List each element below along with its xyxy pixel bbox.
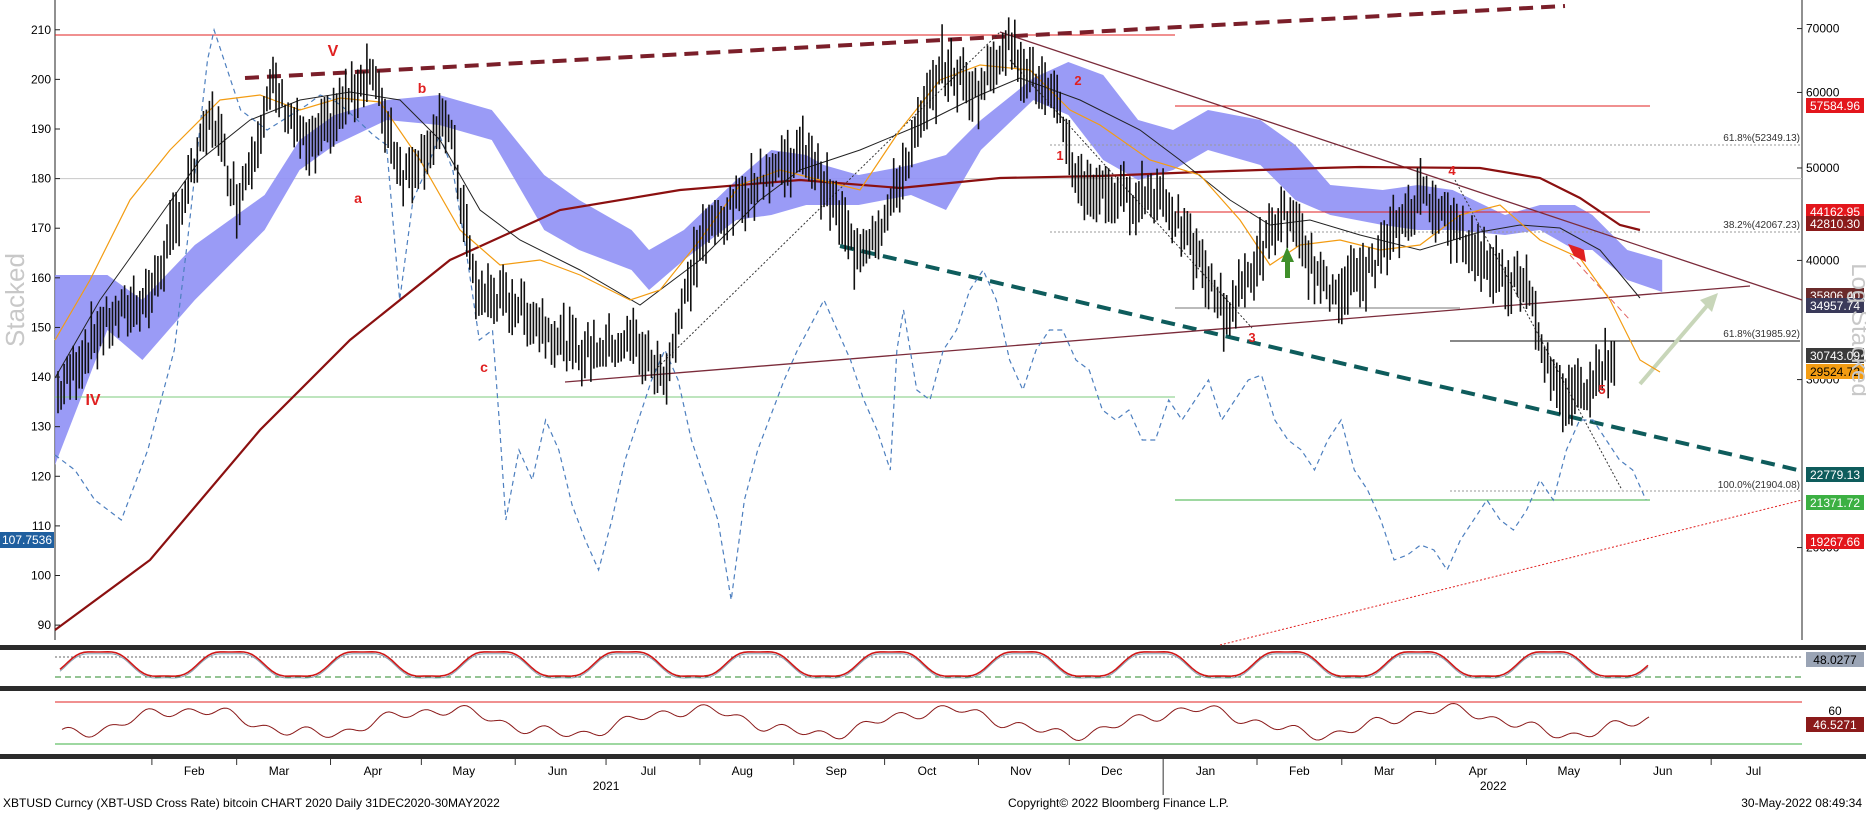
ichimoku-cloud xyxy=(55,62,1663,465)
oscillator-main xyxy=(59,650,1649,678)
green-up-arrow xyxy=(1281,247,1294,278)
right-tick-label: 50000 xyxy=(1806,161,1840,175)
price-tag-label: 34957.74 xyxy=(1810,299,1860,313)
month-label: May xyxy=(452,764,475,778)
price-tag xyxy=(1806,298,1864,313)
left-tick-label: 140 xyxy=(31,370,51,384)
month-label: Mar xyxy=(269,764,290,778)
fib-label: 61.8%(31985.92) xyxy=(1723,329,1800,340)
wave-label: a xyxy=(354,190,362,206)
timestamp: 30-May-2022 08:49:34 xyxy=(1741,796,1862,810)
wedge-lower-line xyxy=(564,285,1751,383)
lower-dashed-trend xyxy=(839,244,1803,473)
panel-tag-label: 48.0277 xyxy=(1813,653,1857,667)
left-tick-label: 190 xyxy=(31,122,51,136)
price-tag xyxy=(1806,98,1864,113)
month-label: May xyxy=(1558,764,1581,778)
fib-label: 100.0%(21904.08) xyxy=(1718,480,1800,491)
month-label: Mar xyxy=(1374,764,1395,778)
chart-title: XBTUSD Curncy (XBT-USD Cross Rate) bitco… xyxy=(3,796,500,810)
month-label: Aug xyxy=(732,764,753,778)
year-label: 2022 xyxy=(1480,779,1507,793)
rsi-line xyxy=(61,702,1650,742)
month-label: Dec xyxy=(1101,764,1122,778)
wave-label: 2 xyxy=(1074,73,1081,88)
month-label: Apr xyxy=(364,764,383,778)
projection-arrowhead xyxy=(1700,293,1718,312)
wave-label: b xyxy=(418,80,427,96)
wave-label: V xyxy=(328,43,339,60)
price-tag xyxy=(1806,495,1864,510)
year-label: 2021 xyxy=(593,779,620,793)
fib-label: 61.8%(52349.13) xyxy=(1723,133,1800,144)
red-dash-short xyxy=(1569,254,1631,321)
left-tick-label: 200 xyxy=(31,72,51,86)
left-tick-label: 90 xyxy=(38,618,52,632)
red-down-arrow xyxy=(1568,244,1586,262)
right-axis-title: Log Stacked xyxy=(1846,263,1866,396)
month-label: Oct xyxy=(918,764,937,778)
price-tag xyxy=(1806,364,1864,379)
right-tick-label: 40000 xyxy=(1806,253,1840,267)
month-label: Apr xyxy=(1469,764,1488,778)
left-tick-label: 110 xyxy=(32,519,51,533)
price-tag-label: 57584.96 xyxy=(1810,99,1860,113)
panel-tag-label: 46.5271 xyxy=(1813,718,1857,732)
left-value-tag xyxy=(0,532,54,548)
month-label: Jul xyxy=(1746,764,1761,778)
price-tag xyxy=(1806,467,1864,482)
copyright: Copyright© 2022 Bloomberg Finance L.P. xyxy=(1008,796,1229,810)
left-tick-label: 120 xyxy=(31,469,51,483)
price-tag xyxy=(1806,216,1864,231)
price-tag-label: 19267.66 xyxy=(1810,535,1860,549)
price-tag-label: 21371.72 xyxy=(1810,496,1860,510)
wave-label: IV xyxy=(85,392,100,409)
left-tick-label: 210 xyxy=(31,23,51,37)
ma-200-line xyxy=(54,165,1641,631)
month-label: Sep xyxy=(825,764,847,778)
projection-arrow xyxy=(1638,298,1714,386)
left-tick-label: 130 xyxy=(31,420,51,434)
price-tag-label: 29524.72 xyxy=(1810,365,1860,379)
panel-tag xyxy=(1806,717,1864,732)
month-label: Jan xyxy=(1196,764,1215,778)
wave-label: 4 xyxy=(1448,163,1456,178)
right-tick-label: 70000 xyxy=(1806,22,1840,36)
left-value-tag-label: 107.7536 xyxy=(2,533,52,547)
panel-tag xyxy=(1806,652,1864,667)
oscillator-signal xyxy=(59,653,1649,679)
wave-label: 3 xyxy=(1248,330,1255,345)
month-label: Jul xyxy=(641,764,656,778)
price-tag xyxy=(1806,534,1864,549)
month-label: Jun xyxy=(548,764,567,778)
right-tick-label: 60000 xyxy=(1806,85,1840,99)
upper-dashed-trend xyxy=(244,4,1566,80)
month-label: Nov xyxy=(1010,764,1031,778)
left-axis-title: Stacked xyxy=(0,253,30,347)
price-bars xyxy=(57,17,1616,433)
descending-resistance xyxy=(999,31,1803,301)
price-tag-label: 44162.95 xyxy=(1810,205,1860,219)
price-tag-label: 22779.13 xyxy=(1810,468,1860,482)
wave-label: c xyxy=(480,359,488,375)
left-tick-label: 170 xyxy=(31,221,51,235)
left-tick-label: 160 xyxy=(31,271,51,285)
month-label: Feb xyxy=(1289,764,1310,778)
panel-tag-label: 60 xyxy=(1828,704,1842,718)
left-tick-label: 150 xyxy=(31,320,51,334)
month-label: Feb xyxy=(184,764,205,778)
wave-label: 5 xyxy=(1598,382,1605,397)
left-tick-label: 180 xyxy=(31,172,51,186)
price-tag-label: 30743.09 xyxy=(1810,349,1860,363)
price-tag xyxy=(1806,348,1864,363)
month-label: Jun xyxy=(1653,764,1672,778)
relative-line xyxy=(54,27,1647,601)
price-tag-label: 42810.30 xyxy=(1810,217,1860,231)
left-tick-label: 100 xyxy=(31,569,51,583)
fib-label: 38.2%(42067.23) xyxy=(1723,220,1800,231)
wave-label: 1 xyxy=(1056,148,1063,163)
price-tag xyxy=(1806,204,1864,219)
